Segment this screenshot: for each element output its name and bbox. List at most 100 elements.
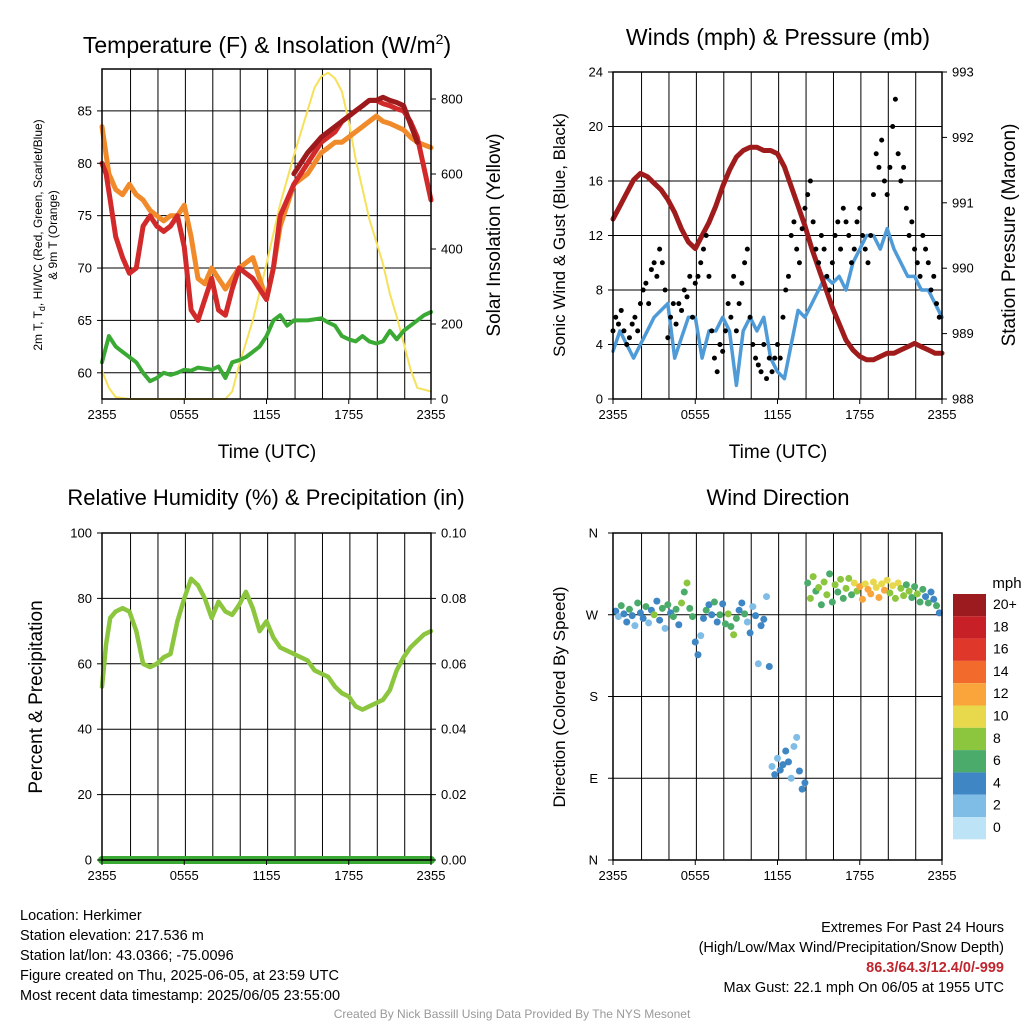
direction-point: [933, 602, 941, 610]
gust-point: [824, 273, 830, 279]
x-tick-label: 1155: [253, 868, 281, 883]
direction-point: [787, 774, 795, 782]
humidity-y-ticks: 0 20 40 60 80 100: [70, 526, 102, 868]
y-tick-label: 0: [596, 392, 603, 407]
y-tick-label: 993: [952, 65, 974, 80]
direction-point: [867, 590, 875, 598]
gust-point: [912, 246, 918, 252]
gust-point: [851, 246, 857, 252]
gust-point: [651, 260, 657, 266]
direction-point: [902, 581, 910, 589]
legend-swatch: [953, 594, 986, 617]
y-tick-label: 80: [78, 156, 92, 171]
direction-point: [724, 610, 732, 618]
station-elevation: Station elevation: 217.536 m: [20, 928, 204, 944]
direction-point: [908, 593, 916, 601]
gust-point: [914, 260, 920, 266]
direction-point: [752, 612, 760, 620]
direction-point: [806, 594, 814, 602]
x-tick-label: 1155: [764, 868, 792, 883]
heat-index-line: [291, 94, 420, 177]
temperature-series: [99, 71, 434, 400]
gust-point: [744, 246, 750, 252]
gust-point: [794, 246, 800, 252]
humidity-y-label: Percent & Precipitation: [26, 600, 47, 793]
y-tick-label: 400: [441, 242, 463, 257]
gust-point: [687, 273, 693, 279]
y-tick-label: 0.08: [441, 591, 466, 606]
y-tick-label: 65: [78, 313, 92, 328]
y-tick-label: 0: [441, 392, 448, 407]
direction-point: [793, 733, 801, 741]
9m-temperature-line: [99, 113, 434, 302]
direction-point: [741, 610, 749, 618]
y-tick-label: 0.10: [441, 526, 466, 541]
direction-point: [675, 621, 683, 629]
legend-label: 4: [993, 774, 1001, 790]
direction-point: [653, 597, 661, 605]
gust-point: [857, 205, 863, 211]
gust-point: [681, 287, 687, 293]
x-tick-label: 0555: [681, 407, 710, 422]
direction-point: [664, 601, 672, 609]
direction-point: [804, 579, 812, 587]
direction-point: [634, 599, 642, 607]
gust-point: [928, 287, 934, 293]
speed-legend: 20+ 18 16 14 12 10 8 6 4 2 0: [953, 594, 1017, 840]
direction-point: [716, 611, 724, 619]
x-tick-label: 0555: [681, 868, 710, 883]
temperature-x-label: Time (UTC): [218, 442, 317, 463]
winds-x-label: Time (UTC): [729, 442, 828, 463]
gust-point: [722, 328, 728, 334]
gust-point: [698, 260, 704, 266]
y-tick-label: N: [589, 526, 598, 541]
x-tick-label: 0555: [170, 868, 199, 883]
gust-point: [783, 287, 789, 293]
y-tick-label: 16: [589, 174, 603, 189]
humidity-x-ticks: 2355 0555 1155 1755 2355: [88, 860, 445, 883]
humidity-panel: Relative Humidity (%) & Precipitation (i…: [26, 485, 466, 883]
gust-point: [684, 294, 690, 300]
direction-point: [930, 595, 938, 603]
gust-point: [843, 219, 849, 225]
gust-point: [898, 178, 904, 184]
gust-point: [903, 205, 909, 211]
direction-point: [727, 623, 735, 631]
y-tick-label: 20: [78, 787, 92, 802]
legend-swatch: [953, 683, 986, 706]
direction-point: [710, 598, 718, 606]
legend-swatch: [953, 817, 986, 840]
insolation-y-ticks: 0 200 400 600 800: [431, 92, 463, 407]
direction-point: [839, 594, 847, 602]
gust-point: [643, 280, 649, 286]
direction-point: [617, 602, 625, 610]
gust-point: [925, 260, 931, 266]
direction-point: [658, 604, 666, 612]
gust-point: [676, 301, 682, 307]
gust-point: [679, 307, 685, 313]
direction-point: [642, 603, 650, 611]
direction-point: [820, 578, 828, 586]
direction-point: [927, 588, 935, 596]
direction-point: [880, 586, 888, 594]
gust-point: [720, 348, 726, 354]
direction-point: [817, 601, 825, 609]
gust-point: [613, 314, 619, 320]
x-tick-label: 1755: [845, 868, 874, 883]
winds-series: [610, 96, 945, 388]
gust-point: [873, 151, 879, 157]
station-location: Location: Herkimer: [20, 908, 142, 924]
direction-point: [689, 613, 697, 621]
direction-point: [916, 598, 924, 606]
direction-point: [922, 593, 930, 601]
direction-point: [699, 614, 707, 622]
direction-y-ticks: N E S W N: [586, 526, 613, 868]
station-latlon: Station lat/lon: 43.0366; -75.0096: [20, 948, 234, 964]
temperature-y-label: 2m T, Td, HI/WC (Red, Green, Scarlet/Blu…: [31, 119, 47, 350]
gust-point: [827, 287, 833, 293]
y-tick-label: 989: [952, 326, 974, 341]
direction-point: [842, 584, 850, 592]
direction-point: [861, 580, 869, 588]
direction-grid: [613, 533, 942, 860]
